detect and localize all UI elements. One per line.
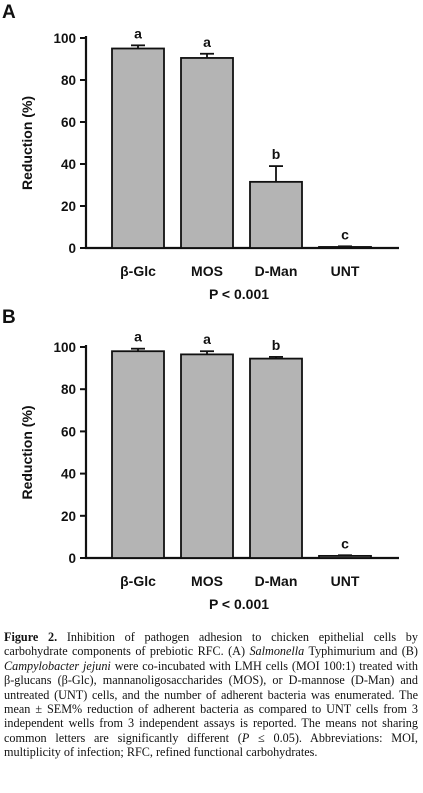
chart-b-significance-letter: a <box>203 331 211 347</box>
chart-a-category-label: MOS <box>191 263 223 279</box>
chart-a-significance-letter: b <box>272 146 281 162</box>
chart-panel-a: A 0 20 40 60 80 100 Reduction (%) a β-Glc a MOS b D-M… <box>0 0 423 305</box>
chart-b-significance-letter: a <box>134 329 142 345</box>
chart-b-panel-label: B <box>2 307 16 328</box>
chart-b-bar <box>249 357 303 559</box>
caption-text-3: were co-incubated with LMH cells (MOI 10… <box>4 658 418 745</box>
chart-b-bar <box>318 554 372 559</box>
chart-b-y-tick-label: 20 <box>61 509 76 524</box>
caption-italic-1: Salmonella <box>249 644 305 659</box>
chart-a-y-tick-label: 80 <box>61 73 76 88</box>
chart-b-category-label: MOS <box>191 573 223 589</box>
caption-italic-3: P <box>241 730 250 745</box>
chart-b-category-label: D-Man <box>255 573 298 589</box>
chart-b-y-tick-label: 60 <box>61 424 76 439</box>
chart-b-y-tick-label: 40 <box>61 467 76 482</box>
caption-text-4: ≤ 0.05). Abbreviations: MOI, multiplicit… <box>4 730 418 760</box>
chart-b-significance-letter: b <box>272 337 281 353</box>
chart-a-bar <box>180 57 234 249</box>
figure-caption: Figure 2. Inhibition of pathogen adhesio… <box>4 630 418 760</box>
chart-b-y-tick-label: 100 <box>53 340 76 355</box>
chart-b-p-value-label: P < 0.001 <box>209 596 269 612</box>
chart-a-bar <box>111 47 165 249</box>
caption-italic-2: Campylobacter jejuni <box>4 658 111 673</box>
chart-b-bar <box>111 350 165 559</box>
chart-a-y-tick-label: 60 <box>61 115 76 130</box>
chart-b-y-tick-label: 0 <box>68 551 76 566</box>
chart-a-category-label: β-Glc <box>120 263 156 279</box>
chart-b-bar <box>180 353 234 559</box>
chart-a-y-axis-title: Reduction (%) <box>19 96 35 190</box>
chart-b-category-label: UNT <box>331 573 360 589</box>
chart-b-significance-letter: c <box>341 535 349 551</box>
chart-a-bar <box>249 180 303 249</box>
chart-a-y-tick-label: 0 <box>68 241 76 256</box>
chart-a-y-tick-label: 20 <box>61 199 76 214</box>
caption-text-1: Inhibition of pathogen adhesion to chick… <box>4 630 418 659</box>
caption-figure-label: Figure 2. <box>4 630 58 644</box>
caption-text-2: Typhimurium and (B) <box>304 644 418 659</box>
chart-a-svg: A 0 20 40 60 80 100 Reduction (%) a β-Glc a MOS b D-M… <box>2 2 399 302</box>
chart-b-category-label: β-Glc <box>120 573 156 589</box>
chart-a-category-label: UNT <box>331 263 360 279</box>
chart-a-y-tick-label: 40 <box>61 157 76 172</box>
chart-panel-b: B 0 20 40 60 80 100 Reduction (%) a β-Glc a MOS b D-M… <box>0 305 423 620</box>
chart-a-significance-letter: a <box>134 25 142 41</box>
chart-b-svg: B 0 20 40 60 80 100 Reduction (%) a β-Glc a MOS b D-M… <box>2 307 399 612</box>
chart-a-significance-letter: c <box>341 226 349 242</box>
chart-a-panel-label: A <box>2 2 16 23</box>
chart-a-category-label: D-Man <box>255 263 298 279</box>
chart-b-y-axis-title: Reduction (%) <box>19 405 35 499</box>
chart-a-p-value-label: P < 0.001 <box>209 286 269 302</box>
chart-b-y-tick-label: 80 <box>61 382 76 397</box>
chart-a-y-tick-label: 100 <box>53 31 76 46</box>
chart-a-significance-letter: a <box>203 34 211 50</box>
